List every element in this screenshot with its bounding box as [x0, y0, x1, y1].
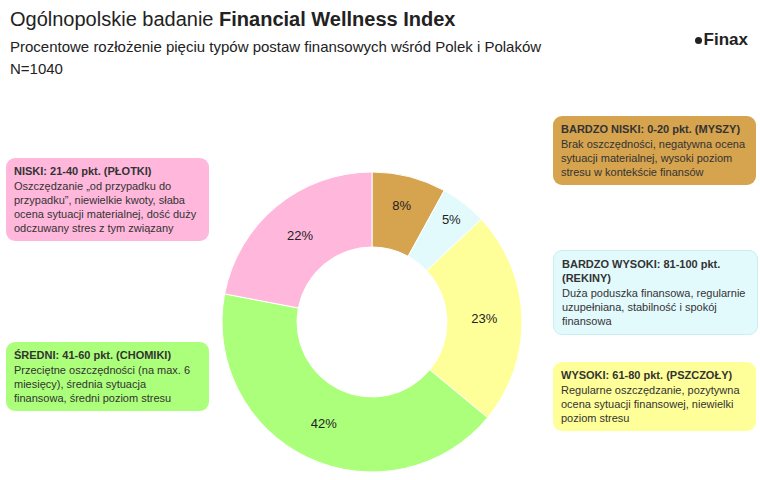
html-text:Przeciętne oszczędności (na ma: Przeciętne oszczędności (na max. 6 miesi… [14, 364, 191, 404]
html-text:Ogólnopolskie badanie Financia: Ogólnopolskie badanie Financial Wellness… [10, 8, 456, 30]
html-text:BARDZO WYSOKI: 81-100 pkt. (RE: BARDZO WYSOKI: 81-100 pkt. (REKINY) [562, 258, 721, 284]
svg-text:42%: 42% [311, 416, 337, 431]
html-text:BARDZO NISKI: 0-20 pkt. (MYSZY: BARDZO NISKI: 0-20 pkt. (MYSZY) [561, 123, 741, 135]
html-text:Regularne oszczędzanie, pozyty: Regularne oszczędzanie, pozytywna ocena … [561, 384, 740, 424]
html-text:Duża poduszka finansowa, regul: Duża poduszka finansowa, regularnie uzup… [562, 287, 746, 327]
html-text:WYSOKI: 61-80 pkt. (PSZCZOŁY): WYSOKI: 61-80 pkt. (PSZCZOŁY) [561, 369, 733, 381]
html-text:NISKI: 21-40 pkt. (PŁOTKI): NISKI: 21-40 pkt. (PŁOTKI) [14, 165, 152, 177]
html-text:ŚREDNI: 41-60 pkt. (CHOMIKI): ŚREDNI: 41-60 pkt. (CHOMIKI) [14, 349, 172, 361]
svg-text:22%: 22% [287, 228, 313, 243]
svg-text:5%: 5% [442, 212, 461, 227]
html-text:Oszczędzanie „od przypadku do: Oszczędzanie „od przypadku do przypadku”… [14, 180, 197, 234]
html-text:Finax: Finax [703, 30, 748, 49]
html-text:N=1040: N=1040 [10, 60, 63, 77]
html-text:Brak oszczędności, negatywna o: Brak oszczędności, negatywna ocena sytua… [561, 138, 746, 178]
html-text:Procentowe rozłożenie pięciu t: Procentowe rozłożenie pięciu typów posta… [10, 38, 542, 55]
svg-text:8%: 8% [392, 198, 411, 213]
svg-text:23%: 23% [471, 311, 497, 326]
